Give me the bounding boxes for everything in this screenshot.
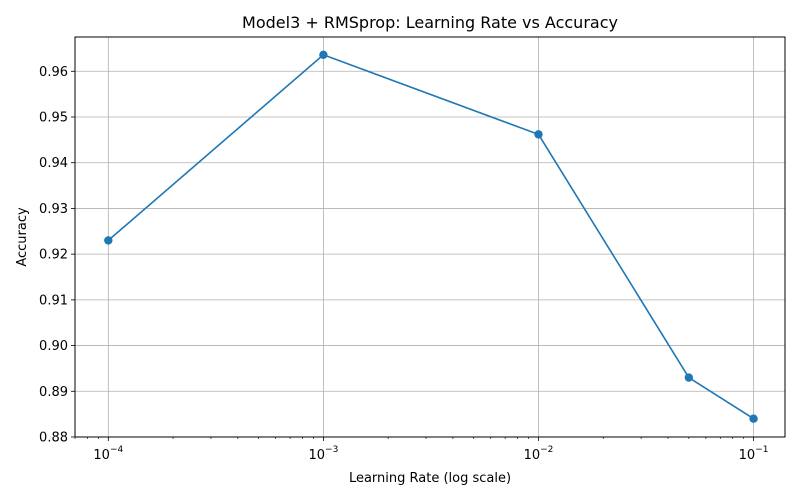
x-axis: 10−4 10−3 10−2 10−1 <box>74 437 769 463</box>
y-tick-label: 0.90 <box>39 339 68 354</box>
data-point <box>534 130 543 139</box>
x-tick-label: 10−2 <box>524 445 554 463</box>
y-tick-label: 0.89 <box>39 385 68 400</box>
y-tick-label: 0.93 <box>39 202 68 217</box>
data-point <box>684 373 694 382</box>
y-tick-label: 0.95 <box>39 111 68 126</box>
y-tick-label: 0.96 <box>39 65 68 80</box>
y-tick-label: 0.94 <box>39 156 68 171</box>
data-point <box>319 50 328 60</box>
y-tick-label: 0.91 <box>39 293 68 308</box>
x-tick-label: 10−1 <box>739 445 769 463</box>
chart-title: Model3 + RMSprop: Learning Rate vs Accur… <box>242 13 618 32</box>
x-tick-label: 10−3 <box>308 445 338 463</box>
series-layer <box>104 50 758 423</box>
y-axis: 0.88 0.89 0.90 0.91 0.92 0.93 0.94 0.95 0.96 <box>39 65 75 446</box>
y-axis-label: Accuracy <box>15 207 30 267</box>
plot-frame <box>74 36 786 438</box>
y-tick-label: 0.92 <box>39 248 68 263</box>
x-axis-label: Learning Rate (log scale) <box>349 471 511 486</box>
data-point <box>104 236 113 245</box>
x-tick-label: 10−4 <box>93 445 123 463</box>
data-point <box>749 414 758 423</box>
y-tick-label: 0.88 <box>39 431 68 446</box>
